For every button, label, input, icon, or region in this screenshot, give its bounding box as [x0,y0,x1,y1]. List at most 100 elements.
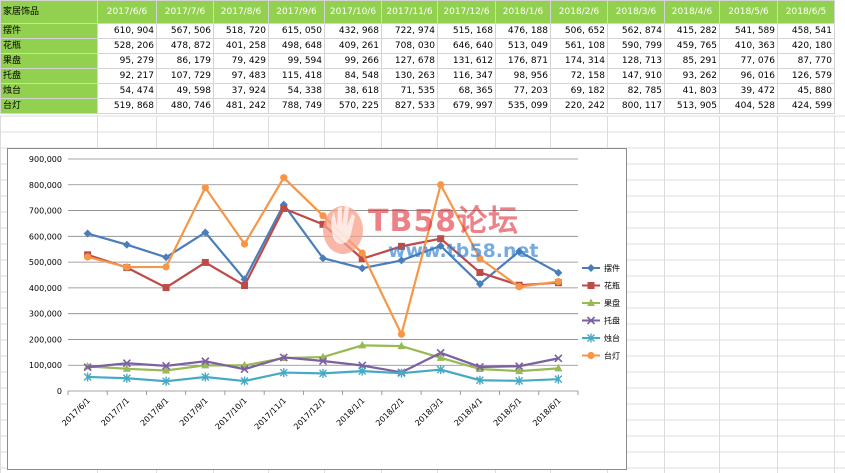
table-cell[interactable]: 513, 905 [664,98,720,114]
table-cell[interactable]: 220, 242 [550,98,608,114]
table-cell[interactable]: 410, 363 [719,38,778,54]
table-cell[interactable]: 518, 720 [213,23,269,39]
column-header[interactable]: 2018/1/6 [495,0,551,24]
table-cell[interactable]: 96, 016 [719,68,778,84]
table-cell[interactable]: 788, 749 [268,98,325,114]
table-cell[interactable]: 79, 429 [213,53,269,69]
table-cell[interactable]: 535, 099 [495,98,551,114]
table-cell[interactable]: 131, 612 [437,53,496,69]
row-label[interactable]: 烛台 [0,83,98,99]
row-label[interactable]: 花瓶 [0,38,98,54]
table-cell[interactable]: 424, 599 [777,98,835,114]
table-cell[interactable]: 49, 598 [156,83,214,99]
table-cell[interactable]: 800, 117 [607,98,665,114]
table-cell[interactable]: 646, 640 [437,38,496,54]
table-cell[interactable]: 615, 050 [268,23,325,39]
table-cell[interactable]: 476, 188 [495,23,551,39]
table-cell[interactable]: 528, 206 [97,38,157,54]
table-cell[interactable]: 127, 678 [381,53,438,69]
table-cell[interactable]: 458, 541 [777,23,835,39]
table-cell[interactable]: 37, 924 [213,83,269,99]
table-cell[interactable]: 513, 049 [495,38,551,54]
table-cell[interactable]: 478, 872 [156,38,214,54]
table-cell[interactable]: 561, 108 [550,38,608,54]
series-4[interactable] [83,365,563,386]
column-header[interactable]: 2018/3/6 [607,0,665,24]
table-cell[interactable]: 519, 868 [97,98,157,114]
table-cell[interactable]: 85, 291 [664,53,720,69]
column-header[interactable]: 2017/11/6 [381,0,438,24]
table-cell[interactable]: 107, 729 [156,68,214,84]
legend-item[interactable]: 烛台 [582,333,620,343]
column-header[interactable]: 2017/7/6 [156,0,214,24]
table-cell[interactable]: 610, 904 [97,23,157,39]
table-cell[interactable]: 432, 968 [324,23,382,39]
table-cell[interactable]: 72, 158 [550,68,608,84]
legend-item[interactable]: 摆件 [582,263,620,273]
legend-item[interactable]: 花瓶 [582,281,620,291]
column-header[interactable]: 2017/6/6 [97,0,157,24]
table-cell[interactable]: 71, 535 [381,83,438,99]
table-cell[interactable]: 562, 874 [607,23,665,39]
table-cell[interactable]: 126, 579 [777,68,835,84]
table-cell[interactable]: 404, 528 [719,98,778,114]
table-cell[interactable]: 176, 871 [495,53,551,69]
table-cell[interactable]: 38, 618 [324,83,382,99]
column-header[interactable]: 2017/8/6 [213,0,269,24]
column-header[interactable]: 2018/2/6 [550,0,608,24]
table-cell[interactable]: 84, 548 [324,68,382,84]
column-header[interactable]: 2017/10/6 [324,0,382,24]
table-cell[interactable]: 45, 880 [777,83,835,99]
table-cell[interactable]: 97, 483 [213,68,269,84]
table-cell[interactable]: 174, 314 [550,53,608,69]
table-cell[interactable]: 498, 648 [268,38,325,54]
row-label[interactable]: 摆件 [0,23,98,39]
table-cell[interactable]: 77, 203 [495,83,551,99]
table-cell[interactable]: 541, 589 [719,23,778,39]
table-cell[interactable]: 722, 974 [381,23,438,39]
column-header[interactable]: 2018/4/6 [664,0,720,24]
table-cell[interactable]: 515, 168 [437,23,496,39]
table-cell[interactable]: 82, 785 [607,83,665,99]
table-cell[interactable]: 54, 338 [268,83,325,99]
table-cell[interactable]: 567, 506 [156,23,214,39]
table-cell[interactable]: 115, 418 [268,68,325,84]
table-cell[interactable]: 41, 803 [664,83,720,99]
row-label[interactable]: 果盘 [0,53,98,69]
table-cell[interactable]: 708, 030 [381,38,438,54]
legend-item[interactable]: 果盘 [582,298,620,308]
table-cell[interactable]: 480, 746 [156,98,214,114]
table-cell[interactable]: 420, 180 [777,38,835,54]
legend-item[interactable]: 托盘 [582,316,620,326]
legend-item[interactable]: 台灯 [582,351,620,361]
table-cell[interactable]: 570, 225 [324,98,382,114]
table-corner-label[interactable]: 家居饰品 [0,0,98,24]
table-cell[interactable]: 116, 347 [437,68,496,84]
table-cell[interactable]: 98, 956 [495,68,551,84]
table-cell[interactable]: 95, 279 [97,53,157,69]
table-cell[interactable]: 86, 179 [156,53,214,69]
table-cell[interactable]: 130, 263 [381,68,438,84]
table-cell[interactable]: 68, 365 [437,83,496,99]
table-cell[interactable]: 415, 282 [664,23,720,39]
table-cell[interactable]: 99, 594 [268,53,325,69]
table-cell[interactable]: 679, 997 [437,98,496,114]
table-cell[interactable]: 409, 261 [324,38,382,54]
table-cell[interactable]: 54, 474 [97,83,157,99]
table-cell[interactable]: 99, 266 [324,53,382,69]
column-header[interactable]: 2018/5/6 [719,0,778,24]
series-3[interactable] [83,348,563,377]
table-cell[interactable]: 93, 262 [664,68,720,84]
table-cell[interactable]: 147, 910 [607,68,665,84]
table-cell[interactable]: 92, 217 [97,68,157,84]
series-0[interactable] [83,200,563,288]
table-cell[interactable]: 481, 242 [213,98,269,114]
table-cell[interactable]: 459, 765 [664,38,720,54]
table-cell[interactable]: 77, 076 [719,53,778,69]
column-header[interactable]: 2017/9/6 [268,0,325,24]
table-cell[interactable]: 506, 652 [550,23,608,39]
table-cell[interactable]: 128, 713 [607,53,665,69]
series-2[interactable] [83,340,563,375]
row-label[interactable]: 托盘 [0,68,98,84]
column-header[interactable]: 2018/6/5 [777,0,835,24]
